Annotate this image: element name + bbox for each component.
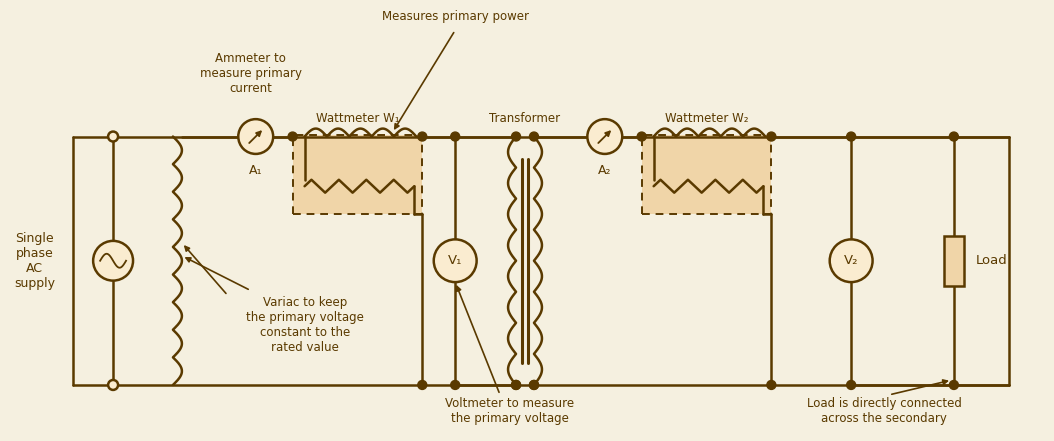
Circle shape xyxy=(109,131,118,142)
Circle shape xyxy=(638,132,646,141)
Circle shape xyxy=(451,132,460,141)
Text: Variac to keep
the primary voltage
constant to the
rated value: Variac to keep the primary voltage const… xyxy=(246,295,364,354)
Text: A₁: A₁ xyxy=(249,164,262,177)
Bar xyxy=(944,236,963,286)
Circle shape xyxy=(767,381,776,389)
Text: Wattmeter W₂: Wattmeter W₂ xyxy=(665,112,748,125)
Circle shape xyxy=(109,380,118,390)
Circle shape xyxy=(846,132,856,141)
Text: Wattmeter W₁: Wattmeter W₁ xyxy=(315,112,399,125)
Text: V₁: V₁ xyxy=(448,254,463,267)
Circle shape xyxy=(511,132,521,141)
FancyBboxPatch shape xyxy=(293,135,423,214)
Circle shape xyxy=(529,381,539,389)
Text: Ammeter to
measure primary
current: Ammeter to measure primary current xyxy=(199,52,301,95)
FancyBboxPatch shape xyxy=(642,135,772,214)
Circle shape xyxy=(950,132,958,141)
Circle shape xyxy=(511,381,521,389)
Circle shape xyxy=(288,132,297,141)
Circle shape xyxy=(93,241,133,280)
Circle shape xyxy=(829,239,873,282)
Circle shape xyxy=(417,381,427,389)
Text: Load is directly connected
across the secondary: Load is directly connected across the se… xyxy=(806,397,961,425)
Circle shape xyxy=(417,132,427,141)
Circle shape xyxy=(950,381,958,389)
Text: A₂: A₂ xyxy=(598,164,611,177)
Circle shape xyxy=(767,132,776,141)
Circle shape xyxy=(529,381,539,389)
Text: Single
phase
AC
supply: Single phase AC supply xyxy=(14,232,55,290)
Circle shape xyxy=(434,239,476,282)
Text: V₂: V₂ xyxy=(844,254,858,267)
Text: Load: Load xyxy=(976,254,1008,267)
Circle shape xyxy=(529,132,539,141)
Circle shape xyxy=(451,381,460,389)
Text: Transformer: Transformer xyxy=(489,112,561,125)
Circle shape xyxy=(587,119,622,154)
Text: Measures primary power: Measures primary power xyxy=(382,10,529,23)
Text: Voltmeter to measure
the primary voltage: Voltmeter to measure the primary voltage xyxy=(446,397,574,425)
Circle shape xyxy=(846,381,856,389)
Circle shape xyxy=(511,381,521,389)
Circle shape xyxy=(238,119,273,154)
